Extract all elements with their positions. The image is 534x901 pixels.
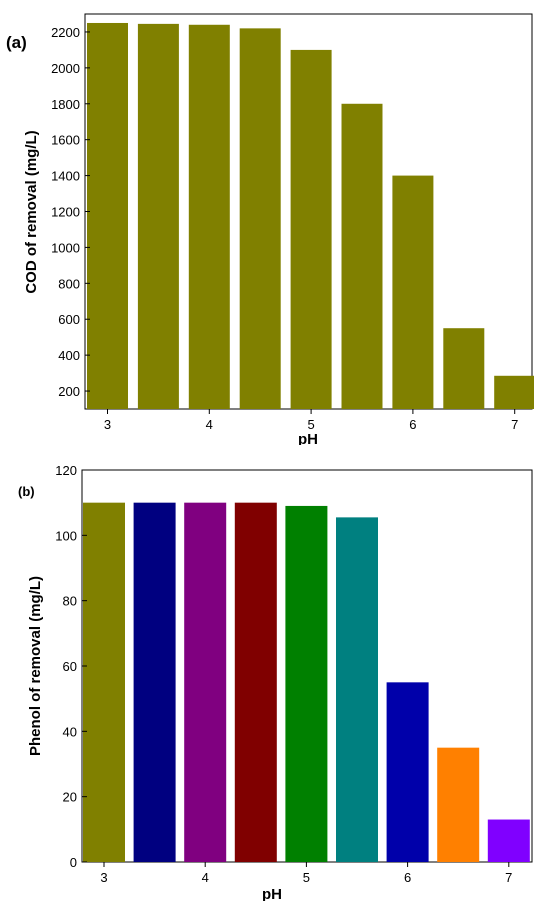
x-ticks-b: 3 4 5 6 7	[100, 862, 512, 885]
bar-b-2	[184, 502, 227, 862]
panel-label-b: (b)	[18, 484, 35, 499]
bar-a-7	[443, 328, 485, 409]
x-axis-title-b: pH	[262, 886, 282, 901]
bar-b-5	[336, 517, 378, 862]
y-tick-label-a-3: 800	[58, 276, 80, 291]
y-tick-label-b-6: 120	[55, 463, 77, 478]
x-tick-label-a-4: 7	[511, 417, 518, 432]
x-ticks-a: 3 4 5 6 7	[104, 409, 518, 432]
bar-b-0	[83, 502, 125, 862]
x-tick-label-b-3: 6	[404, 870, 411, 885]
bar-b-8	[487, 819, 530, 862]
bar-a-0	[87, 22, 128, 410]
chart-panel-a: (a) 200 400 600 800 1000 1200 1400 1600 1800 2000…	[6, 13, 534, 445]
y-tick-label-a-1: 400	[58, 348, 80, 363]
bar-a-2	[188, 24, 230, 409]
bar-a-8	[494, 375, 534, 409]
bar-b-6	[386, 682, 429, 862]
y-tick-label-a-4: 1000	[51, 240, 80, 255]
bar-b-3	[234, 502, 277, 862]
y-tick-label-b-1: 20	[63, 790, 77, 805]
y-tick-label-a-6: 1400	[51, 169, 80, 184]
y-tick-label-a-7: 1600	[51, 133, 80, 148]
bar-b-4	[285, 505, 328, 862]
y-tick-label-a-8: 1800	[51, 97, 80, 112]
bar-a-5	[341, 103, 383, 409]
x-tick-label-b-4: 7	[505, 870, 512, 885]
x-axis-title-a: pH	[298, 431, 318, 445]
x-tick-label-b-2: 5	[303, 870, 310, 885]
bar-a-3	[239, 28, 281, 409]
x-tick-label-a-3: 6	[409, 417, 416, 432]
bars-b	[83, 502, 530, 862]
x-tick-label-b-1: 4	[202, 870, 209, 885]
y-ticks-a: 200 400 600 800 1000 1200 1400 1600 1800 2000 2200	[51, 25, 90, 399]
y-axis-title-b: Phenol of removal (mg/L)	[27, 576, 44, 756]
x-tick-label-a-2: 5	[307, 417, 314, 432]
y-tick-label-b-4: 80	[63, 594, 77, 609]
bar-b-7	[437, 747, 480, 862]
bar-a-4	[290, 49, 332, 410]
y-tick-label-b-3: 60	[63, 659, 77, 674]
y-tick-label-a-9: 2000	[51, 61, 80, 76]
bar-a-6	[392, 175, 434, 409]
bar-b-1	[133, 502, 176, 862]
y-ticks-b: 0 20 40 60 80 100 120	[55, 463, 87, 870]
chart-panel-b: (b) 0 20 40 60 80 100 120 3 4 5 6 7 Phenol of remo…	[18, 463, 533, 901]
y-tick-label-b-2: 40	[63, 724, 77, 739]
x-tick-label-b-0: 3	[100, 870, 107, 885]
y-tick-label-a-10: 2200	[51, 25, 80, 40]
y-tick-label-a-5: 1200	[51, 205, 80, 220]
y-tick-label-a-0: 200	[58, 384, 80, 399]
x-tick-label-a-0: 3	[104, 417, 111, 432]
y-axis-title-a: COD of removal (mg/L)	[23, 130, 40, 293]
y-tick-label-a-2: 600	[58, 312, 80, 327]
x-tick-label-a-1: 4	[206, 417, 213, 432]
y-tick-label-b-0: 0	[70, 855, 77, 870]
bar-a-1	[137, 23, 179, 409]
panel-label-a: (a)	[6, 33, 27, 52]
y-tick-label-b-5: 100	[55, 528, 77, 543]
bars-a	[87, 22, 534, 410]
